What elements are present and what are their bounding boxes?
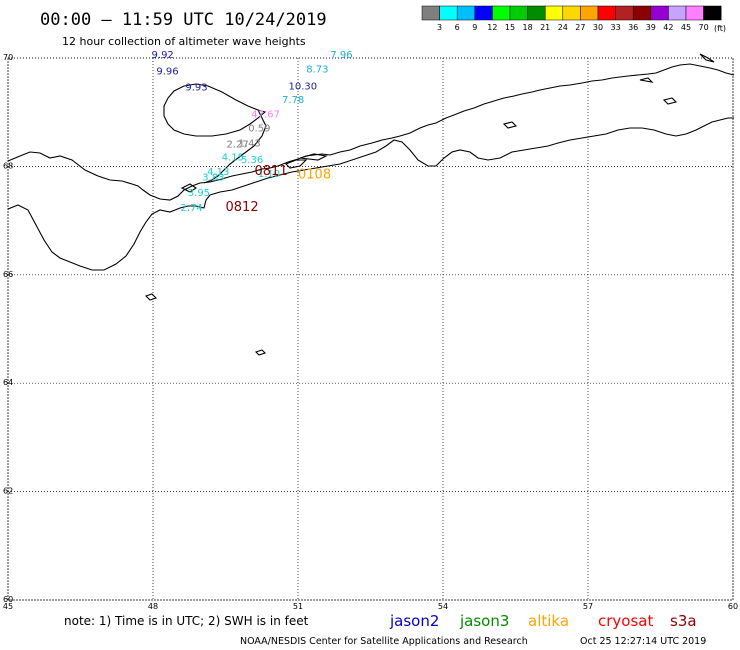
- wave-height-value: 0.59: [248, 124, 270, 135]
- wave-height-value: 3.95: [188, 188, 210, 199]
- wave-height-value: 7.96: [330, 50, 352, 61]
- wave-height-value: 8.73: [306, 65, 328, 76]
- south-coast: [7, 117, 734, 271]
- longitude-tick-label: 57: [583, 602, 593, 611]
- colorbar-tick-label: 27: [575, 23, 585, 32]
- colorbar-swatch: [509, 5, 528, 21]
- colorbar-swatch: [580, 5, 599, 21]
- credit-text: NOAA/NESDIS Center for Satellite Applica…: [240, 636, 528, 647]
- wave-height-value: 9.92: [152, 50, 174, 61]
- colorbar-tick-label: 36: [628, 23, 638, 32]
- wave-height-value: 2.27: [226, 139, 248, 150]
- footer-note: note: 1) Time is in UTC; 2) SWH is in fe…: [64, 614, 309, 628]
- wave-height-value: 4.15: [222, 152, 244, 163]
- coastline: [7, 53, 735, 356]
- colorbar-swatch: [492, 5, 511, 21]
- latitude-tick-label: 60: [3, 595, 13, 604]
- wave-height-value: 5.36: [241, 155, 263, 166]
- river-mouth: [285, 159, 308, 169]
- colorbar-tick-label: 42: [663, 23, 673, 32]
- colorbar-tick-label: 3: [437, 23, 442, 32]
- wave-height-value: 47.67: [251, 110, 280, 121]
- colorbar-swatch: [456, 5, 476, 21]
- longitude-tick-label: 60: [728, 602, 738, 611]
- longitude-tick-label: 45: [3, 602, 13, 611]
- colorbar-tick-label: 18: [523, 23, 533, 32]
- colorbar-unit: (ft): [714, 24, 726, 33]
- timestamp-text: Oct 25 12:27:14 UTC 2019: [580, 636, 706, 647]
- colorbar-swatch: [527, 5, 546, 21]
- wave-height-value: 1.10: [258, 169, 280, 180]
- colorbar-tick-label: 21: [540, 23, 550, 32]
- colorbar-swatch: [615, 5, 634, 21]
- legend-jason2: jason2: [389, 612, 439, 630]
- colorbar-tick-label: 45: [681, 23, 691, 32]
- colorbar-swatch: [703, 5, 722, 21]
- colorbar-swatch: [685, 5, 704, 21]
- legend-s3a: s3a: [670, 612, 697, 630]
- kanin-peninsula: [163, 83, 267, 137]
- colorbar-swatch: [474, 5, 493, 21]
- inlet-coast: [203, 109, 267, 184]
- wave-height-value: 2.74: [181, 203, 203, 214]
- legend-jason3: jason3: [459, 612, 509, 630]
- islands: [144, 53, 715, 356]
- colorbar-swatch: [544, 5, 564, 21]
- longitude-tick-label: 54: [438, 602, 448, 611]
- page-subtitle: 12 hour collection of altimeter wave hei…: [62, 35, 306, 48]
- pass-time-label: 0811: [255, 164, 288, 179]
- wave-height-value: 9.93: [185, 83, 207, 94]
- wave-height-value: 9.96: [156, 66, 178, 77]
- colorbar-swatch: [632, 5, 652, 21]
- wave-height-value: 1.43: [239, 138, 261, 149]
- colorbar-tick-label: 24: [558, 23, 568, 32]
- colorbar-swatch: [650, 5, 669, 21]
- colorbar-swatch: [562, 5, 581, 21]
- colorbar-swatch: [597, 5, 616, 21]
- wave-height-value: 3.83: [202, 172, 224, 183]
- latitude-tick-label: 62: [3, 487, 13, 496]
- wave-height-value: 7.78: [282, 95, 304, 106]
- colorbar-tick-label: 39: [646, 23, 656, 32]
- pass-time-label: 0108: [298, 167, 331, 182]
- colorbar-swatch: [439, 5, 458, 21]
- colorbar-tick-label: 70: [699, 23, 709, 32]
- colorbar-tick-label: 6: [455, 23, 460, 32]
- latitude-tick-label: 68: [3, 161, 13, 170]
- colorbar-tick-label: 15: [505, 23, 515, 32]
- colorbar-legend: 3 6 9 12 15 18 21 24 27 30 33 36 39 42 45 70: [421, 5, 722, 32]
- map-frame: [7, 57, 734, 601]
- legend-altika: altika: [528, 612, 569, 630]
- mainland-coast: [7, 63, 735, 201]
- longitude-tick-label: 51: [293, 602, 303, 611]
- satellite-legend: jason2 jason3 altika cryosat s3a: [389, 612, 697, 630]
- page-title: 00:00 – 11:59 UTC 10/24/2019: [40, 10, 327, 30]
- colorbar-swatch: [421, 5, 440, 21]
- wave-height-value: 4.13: [207, 167, 229, 178]
- colorbar-swatch: [668, 5, 687, 21]
- pass-time-label: 0812: [226, 200, 259, 215]
- legend-cryosat: cryosat: [598, 612, 653, 630]
- longitude-tick-label: 48: [148, 602, 158, 611]
- wave-height-value: 10.30: [289, 81, 318, 92]
- colorbar-tick-label: 12: [487, 23, 497, 32]
- colorbar-tick-label: 33: [611, 23, 621, 32]
- satellite-pass-labels: 0811 0108 0812: [226, 164, 332, 215]
- colorbar-tick-label: 9: [472, 23, 477, 32]
- colorbar-tick-label: 30: [593, 23, 603, 32]
- latitude-tick-label: 70: [3, 53, 13, 62]
